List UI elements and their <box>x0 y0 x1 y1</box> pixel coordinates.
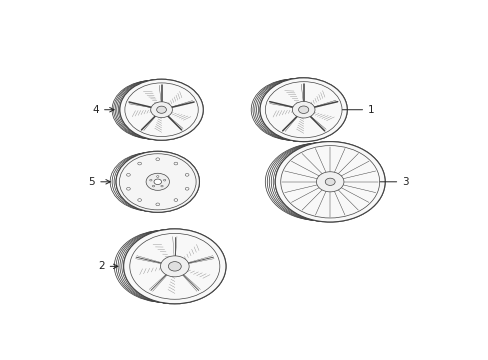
Ellipse shape <box>168 262 181 271</box>
Ellipse shape <box>160 256 189 277</box>
Ellipse shape <box>156 106 166 113</box>
Ellipse shape <box>265 82 341 138</box>
Ellipse shape <box>156 176 159 177</box>
Ellipse shape <box>150 102 172 118</box>
Text: 3: 3 <box>358 177 408 187</box>
Text: 1: 1 <box>326 105 374 115</box>
Ellipse shape <box>316 172 343 192</box>
Ellipse shape <box>298 106 308 113</box>
Ellipse shape <box>146 173 169 190</box>
Text: 5: 5 <box>88 177 110 187</box>
Ellipse shape <box>152 185 154 187</box>
Ellipse shape <box>161 185 163 187</box>
Ellipse shape <box>123 229 225 304</box>
Text: 4: 4 <box>92 105 114 115</box>
Ellipse shape <box>154 179 161 185</box>
Ellipse shape <box>149 179 152 181</box>
Ellipse shape <box>292 102 314 118</box>
Ellipse shape <box>119 154 196 210</box>
Text: 2: 2 <box>98 261 118 271</box>
Ellipse shape <box>124 83 198 136</box>
Ellipse shape <box>116 151 199 212</box>
Ellipse shape <box>120 79 203 140</box>
Ellipse shape <box>129 233 220 299</box>
Ellipse shape <box>260 78 346 141</box>
Ellipse shape <box>325 178 334 185</box>
Ellipse shape <box>275 141 385 222</box>
Ellipse shape <box>280 146 379 218</box>
Ellipse shape <box>163 179 165 181</box>
